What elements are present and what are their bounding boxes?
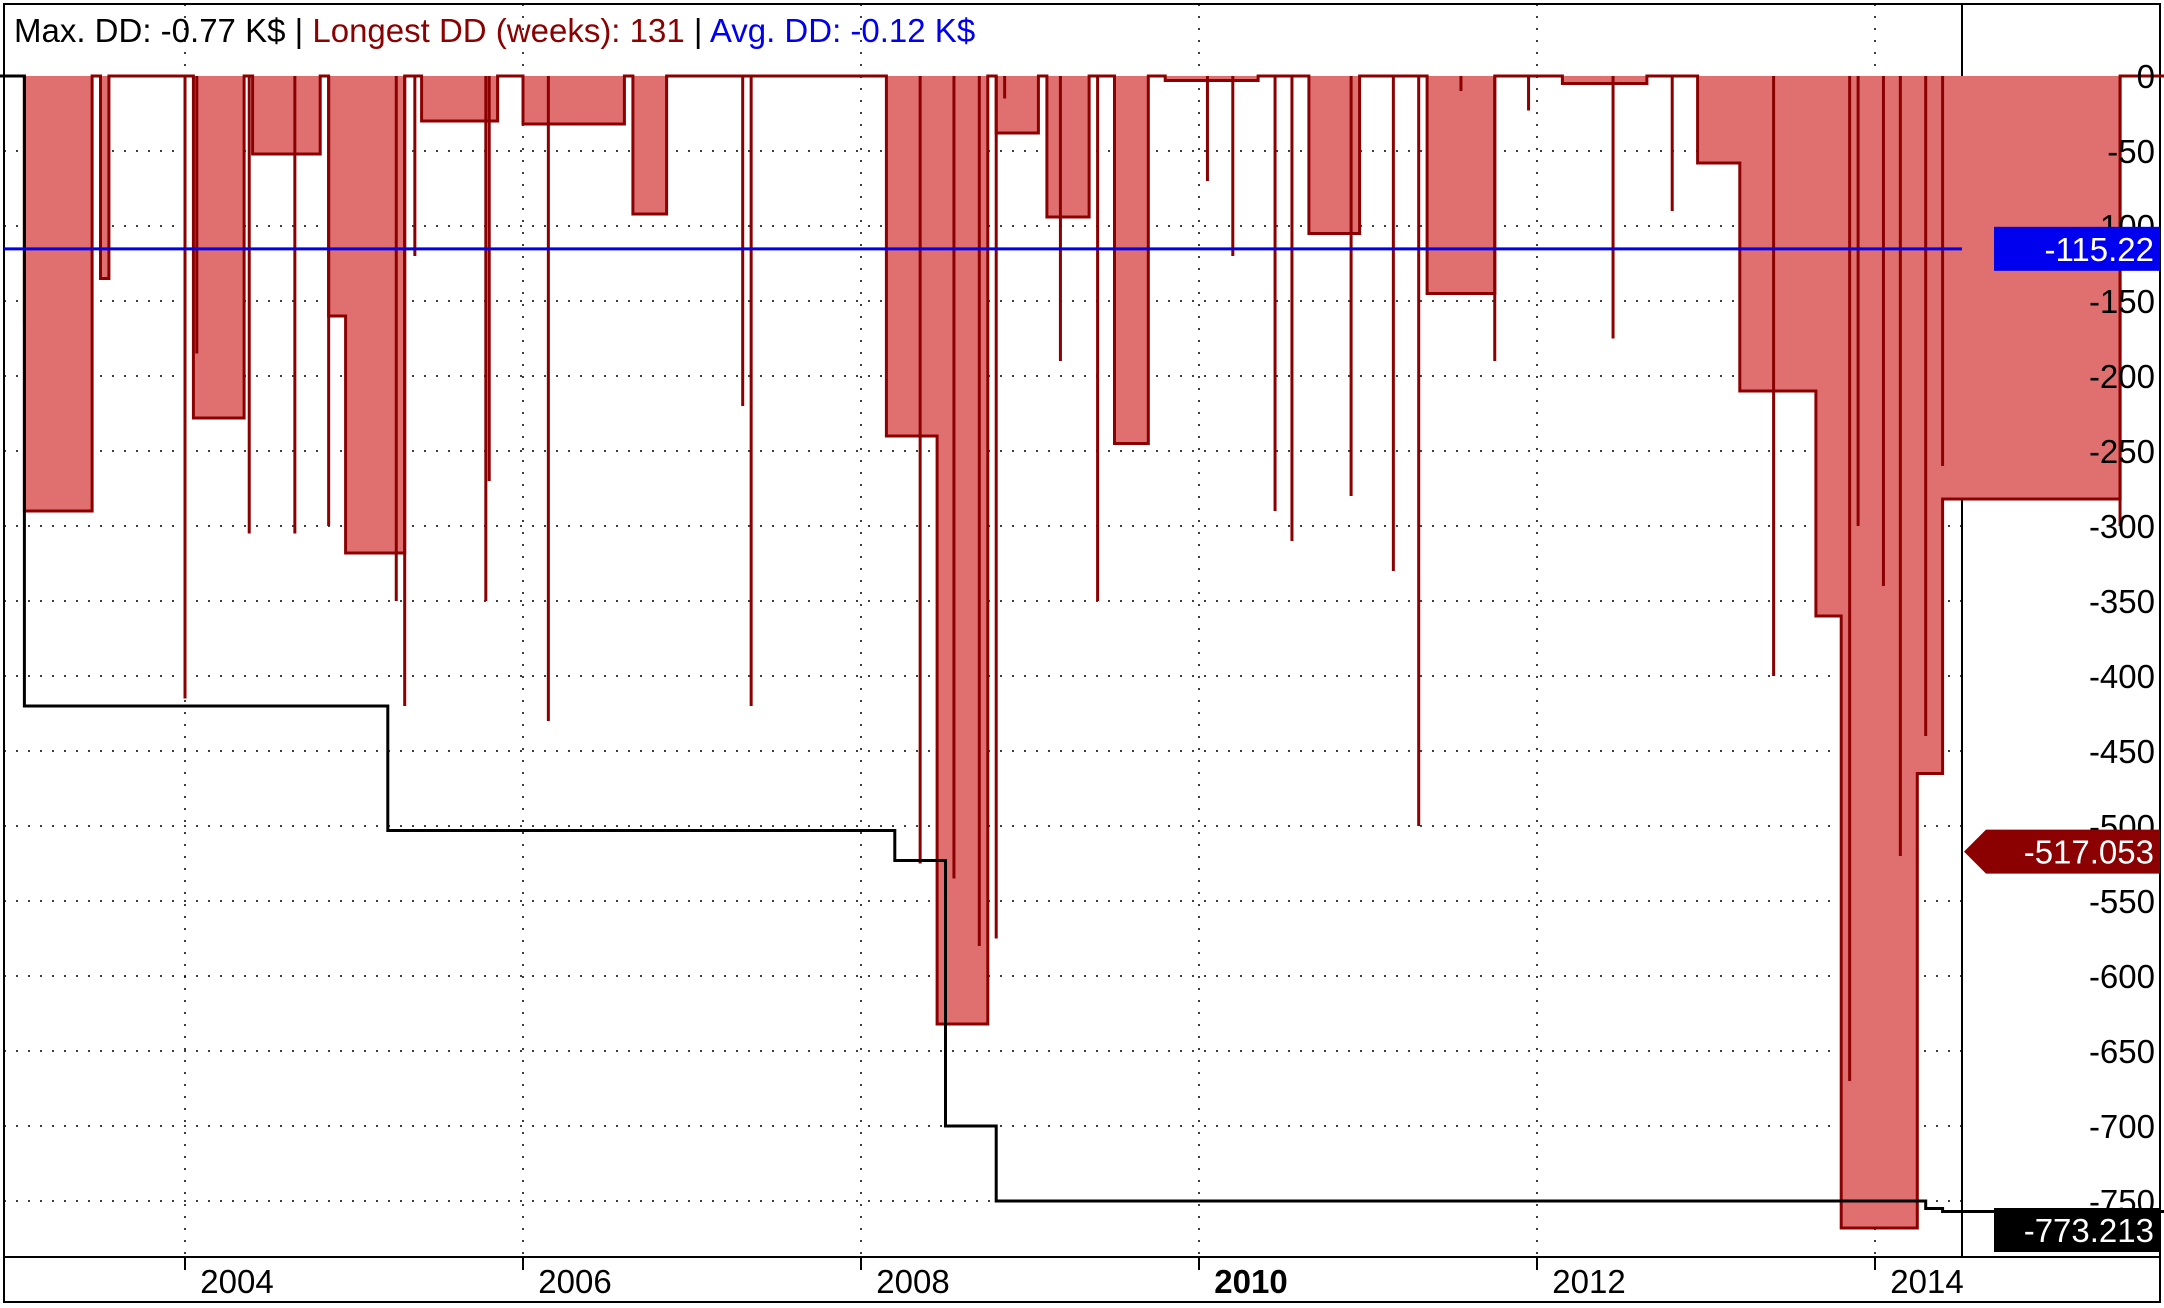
y-tick-label: -250 bbox=[2089, 433, 2155, 470]
y-tick-label: -450 bbox=[2089, 733, 2155, 770]
value-tag: -773.213 bbox=[1994, 1208, 2160, 1252]
y-tick-label: -400 bbox=[2089, 658, 2155, 695]
max-dd-label: Max. DD: -0.77 K$ bbox=[14, 12, 285, 49]
y-tick-label: -700 bbox=[2089, 1108, 2155, 1145]
value-tag: -517.053 bbox=[1964, 829, 2160, 874]
drawdown-area-fill bbox=[0, 76, 2164, 1228]
value-tag-label: -773.213 bbox=[2024, 1212, 2154, 1249]
y-tick-label: -650 bbox=[2089, 1033, 2155, 1070]
x-tick-label: 2004 bbox=[200, 1263, 273, 1300]
header-separator: | bbox=[285, 12, 312, 49]
max-drawdown-line bbox=[0, 74, 2164, 1213]
y-tick-label: 0 bbox=[2137, 58, 2155, 95]
y-tick-label: -200 bbox=[2089, 358, 2155, 395]
x-tick-label: 2006 bbox=[538, 1263, 611, 1300]
value-tag: -115.22 bbox=[1994, 226, 2160, 271]
longest-dd-label: Longest DD (weeks): 131 bbox=[312, 12, 684, 49]
chart-header: Max. DD: -0.77 K$ | Longest DD (weeks): … bbox=[14, 12, 975, 49]
x-axis-ticks: 2004200620082010201220142016201820202022… bbox=[184, 1257, 1964, 1300]
y-tick-label: -50 bbox=[2107, 133, 2155, 170]
y-tick-label: -350 bbox=[2089, 583, 2155, 620]
value-tag-label: -115.22 bbox=[2045, 231, 2154, 268]
x-tick-label: 2014 bbox=[1890, 1263, 1963, 1300]
y-tick-label: -550 bbox=[2089, 883, 2155, 920]
drawdown-area bbox=[0, 74, 2164, 1230]
header-separator: | bbox=[685, 12, 710, 49]
value-tags: -115.22 -517.053 -773.213 bbox=[1964, 226, 2160, 1252]
y-tick-label: -600 bbox=[2089, 958, 2155, 995]
max-drawdown-step bbox=[0, 74, 2164, 1213]
value-tag-background bbox=[1964, 829, 2160, 874]
chart-border bbox=[3, 3, 2161, 1303]
drawdown-area-outline bbox=[0, 74, 2164, 1230]
value-tag-background bbox=[1994, 226, 2160, 271]
x-tick-label: 2012 bbox=[1552, 1263, 1625, 1300]
x-tick-label: 2008 bbox=[876, 1263, 949, 1300]
value-tag-label: -517.053 bbox=[2024, 834, 2154, 871]
x-tick-label: 2010 bbox=[1214, 1263, 1287, 1300]
y-tick-label: -300 bbox=[2089, 508, 2155, 545]
y-axis-ticks: 0-50-100-150-200-250-300-350-400-450-500… bbox=[2089, 58, 2155, 1220]
avg-dd-label: Avg. DD: -0.12 K$ bbox=[710, 12, 975, 49]
value-tag-background bbox=[1994, 1208, 2160, 1252]
y-tick-label: -150 bbox=[2089, 283, 2155, 320]
